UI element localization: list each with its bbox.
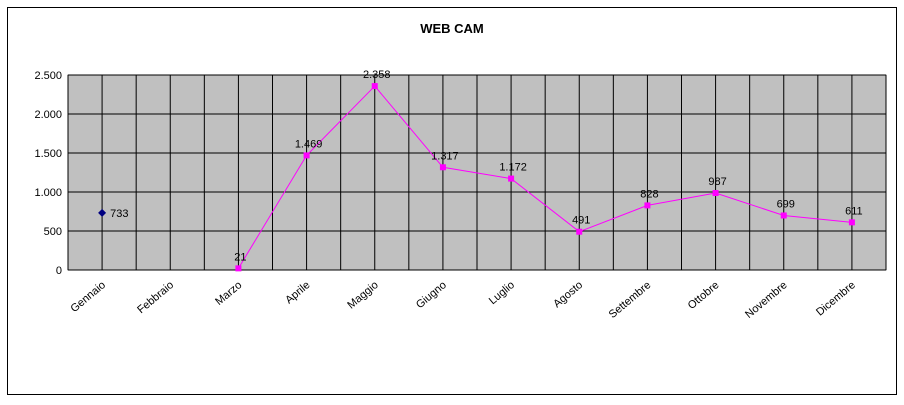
y-tick-label: 0 (56, 265, 62, 277)
point-marker (712, 190, 719, 197)
point-marker (780, 212, 787, 219)
y-tick-label: 1.000 (34, 187, 62, 199)
y-tick-label: 500 (44, 226, 62, 238)
point-marker (303, 152, 310, 159)
data-label: 21 (234, 251, 246, 263)
data-label: 1.469 (295, 138, 323, 150)
data-label: 491 (572, 215, 590, 227)
data-label: 2.358 (363, 69, 391, 81)
data-label: 1.317 (431, 150, 459, 162)
point-marker (371, 83, 378, 90)
point-marker (439, 164, 446, 171)
point-marker (644, 202, 651, 209)
data-label: 699 (777, 198, 795, 210)
data-label: 733 (110, 208, 128, 220)
y-tick-label: 2.500 (34, 70, 62, 82)
point-marker (235, 265, 242, 272)
point-marker (848, 219, 855, 226)
point-marker (576, 228, 583, 235)
point-marker (508, 175, 515, 182)
y-tick-label: 1.500 (34, 148, 62, 160)
data-label: 1.172 (499, 162, 527, 174)
data-label: 987 (708, 176, 726, 188)
data-label: 611 (845, 205, 863, 217)
y-tick-label: 2.000 (34, 109, 62, 121)
series-line (237, 85, 852, 269)
chart-title: WEB CAM (420, 21, 484, 36)
point-marker (98, 208, 107, 217)
data-label: 828 (640, 188, 658, 200)
